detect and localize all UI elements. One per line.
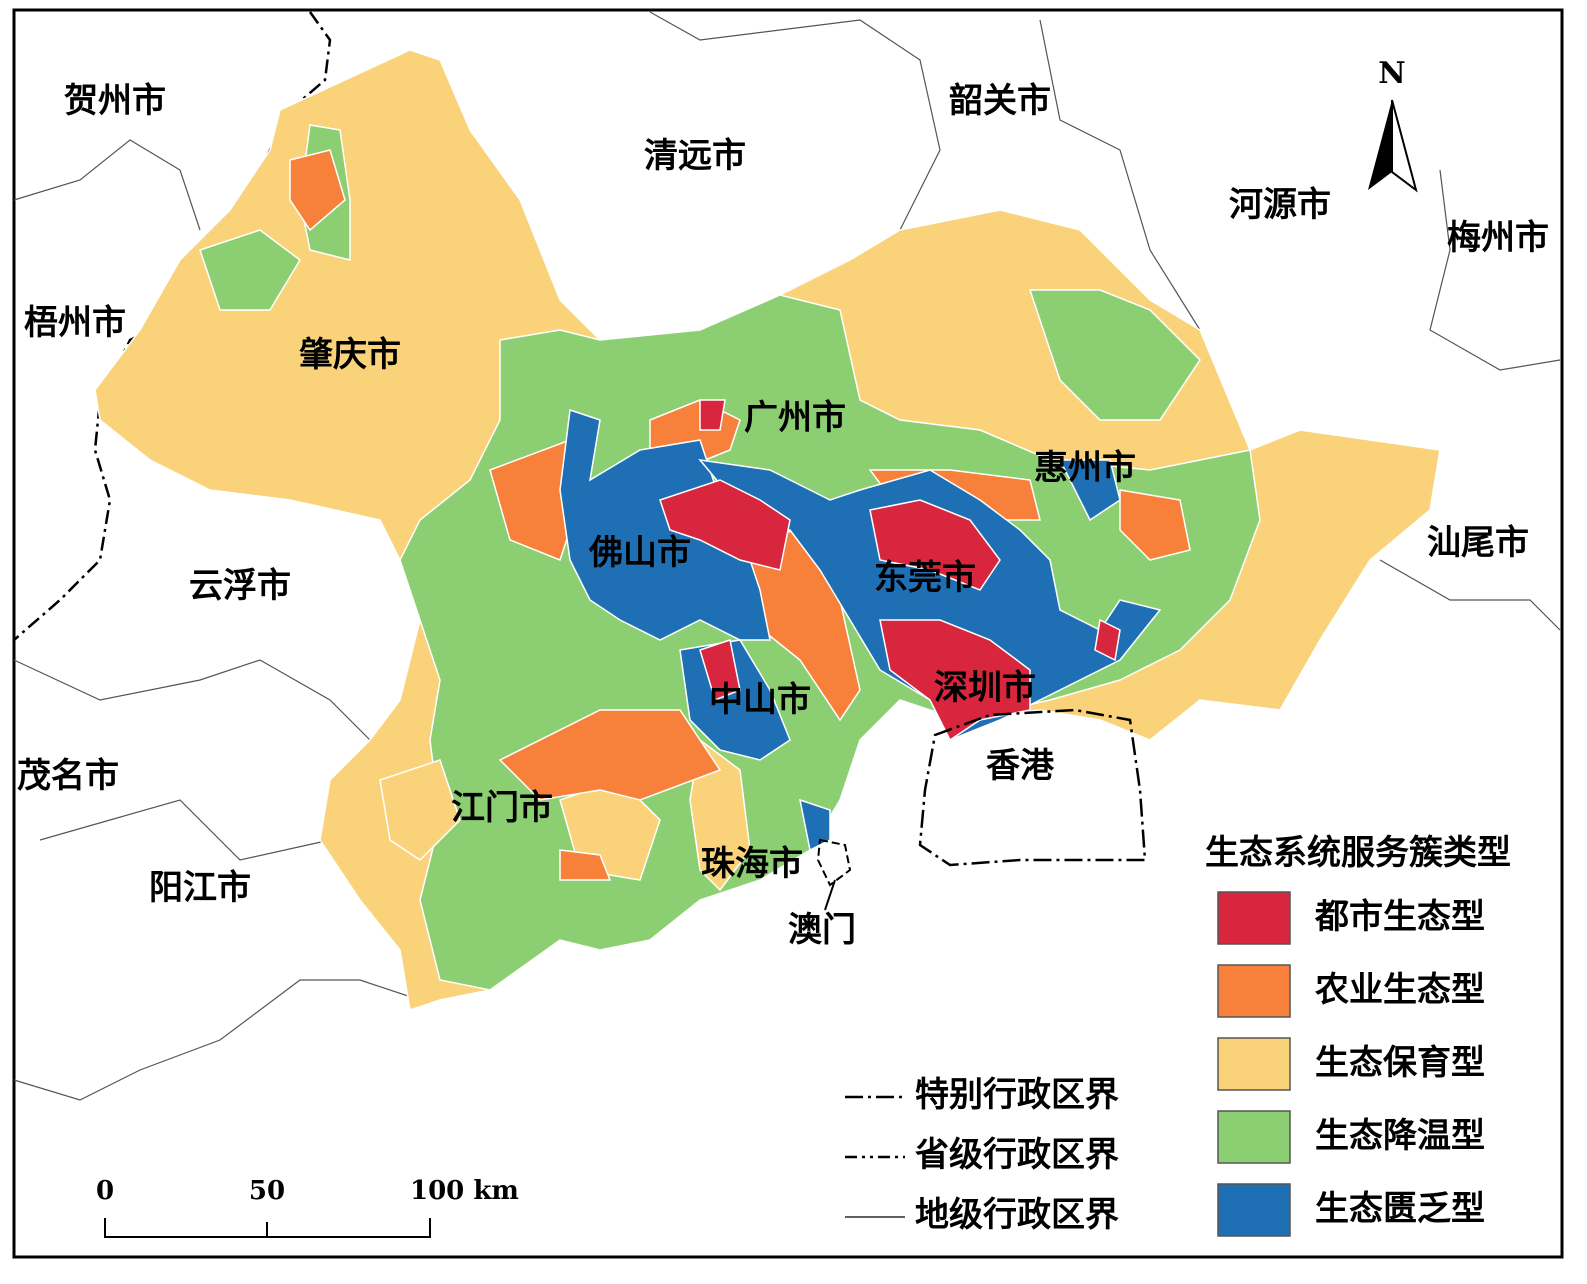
region [699, 399, 726, 431]
region [659, 479, 791, 571]
region [199, 229, 301, 311]
legend-label: 都市生态型 [1314, 897, 1485, 937]
city-label: 梅州市 [1447, 218, 1549, 258]
legend-label: 生态保育型 [1315, 1043, 1485, 1083]
region [559, 408, 771, 641]
city-label: 韶关市 [949, 81, 1051, 121]
region [698, 458, 1162, 741]
north-arrow [1368, 99, 1418, 193]
boundary-label: 地级行政区界 [915, 1195, 1119, 1235]
city-label: 阳江市 [149, 868, 251, 908]
city-label: 广州市 [744, 398, 846, 438]
legend-swatch [1217, 964, 1291, 1018]
region [289, 149, 346, 232]
prefecture-lines [13, 11, 1561, 1101]
scale-bar [104, 1218, 431, 1238]
region [379, 759, 461, 861]
legend-swatch [1217, 1183, 1291, 1237]
legend-label: 农业生态型 [1315, 970, 1485, 1010]
city-label: 佛山市 [588, 533, 691, 573]
region [699, 639, 741, 702]
region [869, 499, 1001, 591]
region [1058, 459, 1121, 522]
legend-label: 生态匮乏型 [1315, 1189, 1485, 1229]
city-label: 东莞市 [874, 558, 976, 598]
scale-label: 0 [96, 1176, 114, 1206]
region [799, 798, 831, 852]
city-label: 惠州市 [1034, 448, 1136, 488]
city-label: 茂名市 [17, 756, 119, 796]
legend-label: 生态降温型 [1315, 1116, 1485, 1156]
city-label: 肇庆市 [299, 335, 401, 375]
region [559, 849, 612, 881]
region [689, 738, 751, 892]
boundary-label: 省级行政区界 [915, 1135, 1119, 1175]
city-label: 贺州市 [64, 81, 166, 121]
city-label: 云浮市 [189, 566, 291, 606]
scale-label: 50 [249, 1176, 285, 1206]
region [498, 709, 722, 801]
city-label: 河源市 [1229, 185, 1331, 225]
legend-title: 生态系统服务簇类型 [1205, 833, 1511, 873]
city-label: 江门市 [451, 788, 553, 828]
macau-leader [824, 879, 836, 911]
legend-swatch [1217, 1110, 1291, 1164]
region [1028, 289, 1201, 421]
scale-label: 100 km [410, 1176, 519, 1206]
city-label: 珠海市 [701, 844, 803, 884]
hk-boundary [918, 708, 1147, 867]
city-label: 香港 [986, 746, 1055, 786]
regions [94, 49, 1441, 1011]
legend-swatch [1217, 1037, 1291, 1091]
macau-boundary [816, 838, 852, 887]
north-label: N [1378, 56, 1405, 91]
boundary-label: 特别行政区界 [915, 1075, 1119, 1115]
city-label: 清远市 [644, 136, 746, 176]
city-label: 澳门 [788, 910, 856, 950]
legend-swatch [1217, 891, 1291, 945]
city-label: 深圳市 [934, 668, 1036, 708]
city-label: 汕尾市 [1427, 523, 1529, 563]
region [1119, 489, 1191, 561]
city-label: 梧州市 [24, 303, 126, 343]
city-label: 中山市 [709, 680, 811, 720]
region [1094, 618, 1121, 662]
province-boundary [13, 11, 332, 641]
